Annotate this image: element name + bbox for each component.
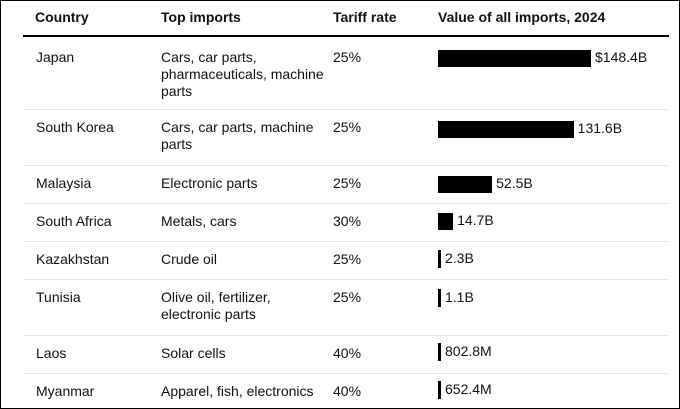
imports-cell: Apparel, fish, electronics [161,383,314,399]
value-label: 802.8M [445,343,492,359]
value-bar [438,250,441,268]
value-label: 14.7B [457,212,494,228]
country-cell: South Korea [36,119,114,135]
table-row: South Korea Cars, car parts, machine part… [23,109,669,166]
country-cell: Japan [36,49,75,65]
header-tariff-rate: Tariff rate [333,9,397,25]
country-cell: Malaysia [36,175,92,191]
value-label: 52.5B [496,175,533,191]
tariff-cell: 25% [333,49,362,65]
value-bar [438,289,441,307]
tariff-cell: 25% [333,175,362,191]
country-cell: South Africa [36,213,112,229]
country-cell: Tunisia [36,289,81,305]
value-bar [438,381,441,399]
imports-cell: Solar cells [161,345,226,361]
imports-cell: Metals, cars [161,213,237,229]
table-row: Malaysia Electronic parts 25% [23,165,669,204]
country-cell: Myanmar [36,383,95,399]
value-label: 2.3B [445,250,474,266]
value-bar [438,120,574,138]
table-row: Kazakhstan Crude oil 25% [23,241,669,280]
tariff-cell: 25% [333,251,362,267]
value-bar [438,49,591,67]
value-bar [438,343,441,361]
table-row: Myanmar Apparel, fish, electronics 40% [23,373,669,408]
value-label: 652.4M [445,381,492,397]
header-top-imports: Top imports [161,9,241,25]
imports-cell: Cars, car parts, machine parts [161,119,314,152]
country-cell: Kazakhstan [36,251,110,267]
imports-cell: Cars, car parts, pharmaceuticals, machin… [161,49,324,99]
country-cell: Laos [36,345,67,361]
tariff-cell: 40% [333,383,362,399]
imports-cell: Crude oil [161,251,218,267]
value-bar [438,212,454,230]
header-country: Country [35,9,89,25]
tariff-cell: 30% [333,213,362,229]
tariff-cell: 40% [333,345,362,361]
table-row: Japan Cars, car parts, pharmaceuticals, m… [23,39,669,110]
value-label: $148.4B [595,49,648,65]
table-row: Laos Solar cells 40% [23,335,669,374]
value-label: 131.6B [577,120,623,136]
value-bar [438,175,493,193]
tariff-cell: 25% [333,289,362,305]
tariff-cell: 25% [333,119,362,135]
header-value: Value of all imports, 2024 [438,9,606,25]
imports-cell: Olive oil, fertilizer, electronic parts [161,289,271,322]
imports-cell: Electronic parts [161,175,258,191]
table-row: South Africa Metals, cars 30% [23,203,669,242]
table-row: Tunisia Olive oil, fertilizer, electronic… [23,279,669,336]
value-label: 1.1B [445,289,474,305]
header-rule [23,35,669,37]
